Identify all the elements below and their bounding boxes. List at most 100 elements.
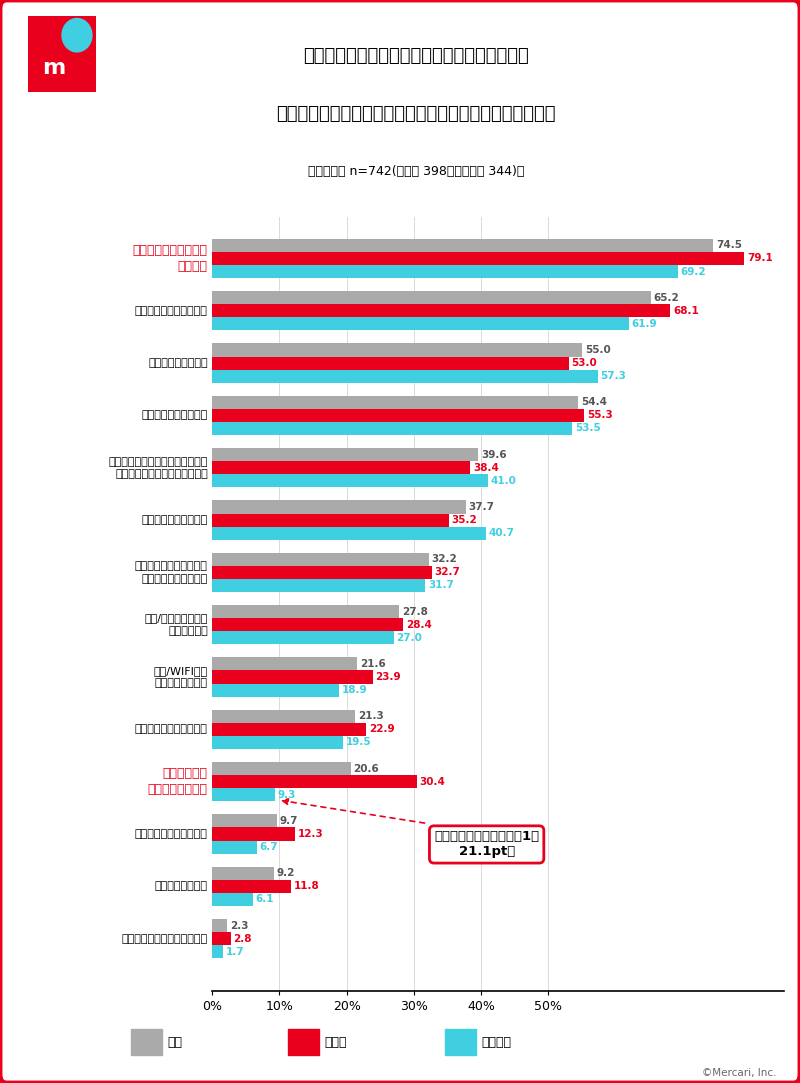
Bar	[212, 670, 373, 683]
Bar	[212, 618, 403, 631]
Text: 32.2: 32.2	[431, 554, 457, 564]
Text: 外食・フードデリバリー
サービス利用を控える: 外食・フードデリバリー サービス利用を控える	[135, 561, 208, 584]
Bar	[212, 422, 572, 435]
Text: 全体: 全体	[168, 1035, 182, 1049]
Text: 節約に関する行動として当てはまるものをお答えください: 節約に関する行動として当てはまるものをお答えください	[276, 105, 556, 122]
Bar	[212, 709, 355, 722]
Bar	[212, 369, 598, 382]
Text: 9.2: 9.2	[277, 869, 295, 878]
Text: 35.2: 35.2	[451, 516, 478, 525]
Text: 22.9: 22.9	[369, 725, 394, 734]
Bar	[212, 866, 274, 879]
Text: 6.7: 6.7	[260, 843, 278, 852]
Bar	[212, 579, 426, 592]
Text: 27.0: 27.0	[396, 632, 422, 643]
Text: 9.7: 9.7	[280, 815, 298, 826]
Text: 19.5: 19.5	[346, 738, 371, 747]
Text: 54.4: 54.4	[581, 397, 606, 407]
Bar	[212, 683, 339, 696]
Text: 27.8: 27.8	[402, 606, 428, 616]
Bar	[212, 840, 257, 853]
Text: 12.3: 12.3	[298, 828, 323, 839]
Bar	[131, 1029, 162, 1056]
Bar	[212, 265, 678, 278]
Text: 新品ではなく
中古品を購入する: 新品ではなく 中古品を購入する	[148, 767, 208, 796]
Bar	[212, 605, 399, 618]
Bar	[212, 304, 670, 317]
Bar	[212, 252, 744, 265]
Text: 69.2: 69.2	[680, 266, 706, 276]
Text: 40.7: 40.7	[489, 529, 514, 538]
Bar	[212, 735, 343, 749]
Bar	[212, 291, 650, 304]
Text: 57.3: 57.3	[600, 371, 626, 381]
Text: 21.6: 21.6	[360, 658, 386, 669]
Text: 利用者: 利用者	[325, 1035, 347, 1049]
Text: 2.3: 2.3	[230, 921, 249, 930]
Text: より安い家賎の家に引っ越す: より安い家賎の家に引っ越す	[122, 934, 208, 943]
Bar	[212, 892, 253, 905]
Bar	[212, 513, 449, 526]
Bar	[212, 879, 291, 892]
Text: 1.7: 1.7	[226, 947, 245, 956]
Text: （複数回答 n=742(利用者 398，非利用者 344)）: （複数回答 n=742(利用者 398，非利用者 344)）	[308, 165, 524, 178]
Text: 11.8: 11.8	[294, 882, 320, 891]
Bar	[288, 1029, 318, 1056]
Bar	[212, 788, 274, 801]
Text: 21.3: 21.3	[358, 712, 384, 721]
Bar	[212, 461, 470, 474]
Text: 37.7: 37.7	[468, 503, 494, 512]
Bar	[212, 474, 488, 487]
Text: 趣味/娯楽に関連する
出費を控える: 趣味/娯楽に関連する 出費を控える	[144, 613, 208, 636]
Bar	[212, 356, 569, 369]
Bar	[212, 657, 358, 670]
Text: 2.8: 2.8	[234, 934, 252, 943]
Text: 非利用者: 非利用者	[482, 1035, 511, 1049]
Text: 特売・セールを利用する: 特売・セールを利用する	[135, 305, 208, 316]
Text: 41.0: 41.0	[490, 475, 517, 486]
Text: 9.3: 9.3	[278, 790, 296, 799]
Text: 55.0: 55.0	[585, 345, 610, 355]
Bar	[212, 827, 294, 840]
Bar	[212, 932, 231, 945]
Text: 53.5: 53.5	[574, 423, 601, 433]
Text: 61.9: 61.9	[631, 318, 657, 329]
Text: 空調設備の利用を控える: 空調設備の利用を控える	[135, 725, 208, 734]
Text: クーポン・ポイントを
利用する: クーポン・ポイントを 利用する	[133, 244, 208, 273]
Text: 30.4: 30.4	[419, 777, 445, 786]
Text: 携帯/WIFIなど
通信料金の見直し: 携帯/WIFIなど 通信料金の見直し	[154, 666, 208, 688]
Circle shape	[62, 18, 92, 52]
Bar	[212, 919, 227, 932]
Text: 省エネ家電への買い替え: 省エネ家電への買い替え	[135, 828, 208, 839]
Bar	[212, 343, 582, 356]
Bar	[212, 775, 417, 788]
Text: 55.3: 55.3	[587, 410, 613, 420]
Text: 79.1: 79.1	[747, 253, 773, 263]
Bar	[212, 448, 478, 461]
Bar	[212, 722, 366, 735]
Text: 39.6: 39.6	[481, 449, 507, 459]
Text: 水道をこまめに止める: 水道をこまめに止める	[142, 516, 208, 525]
Bar	[212, 814, 278, 827]
Text: 18.9: 18.9	[342, 686, 367, 695]
Text: 38.4: 38.4	[473, 462, 499, 473]
Bar	[212, 239, 714, 252]
Text: 保険料金の見直し: 保険料金の見直し	[154, 882, 208, 891]
Text: 23.9: 23.9	[375, 673, 401, 682]
Text: 32.7: 32.7	[434, 567, 461, 577]
Text: 68.1: 68.1	[673, 305, 698, 316]
Text: 電気をこまめに消す: 電気をこまめに消す	[148, 358, 208, 368]
Text: 74.5: 74.5	[716, 240, 742, 250]
Text: 31.7: 31.7	[428, 580, 454, 590]
Text: 28.4: 28.4	[406, 619, 432, 629]
Bar	[445, 1029, 475, 1056]
Text: 節約意識の高まりに伴い、具体的に行っている: 節約意識の高まりに伴い、具体的に行っている	[303, 47, 529, 65]
Bar	[212, 552, 429, 565]
Text: エコバッグを利用する: エコバッグを利用する	[142, 410, 208, 420]
Bar	[212, 762, 350, 775]
Bar	[212, 395, 578, 409]
Text: 53.0: 53.0	[571, 358, 597, 368]
Bar	[212, 526, 486, 539]
Bar	[212, 631, 394, 644]
Text: m: m	[42, 57, 66, 78]
